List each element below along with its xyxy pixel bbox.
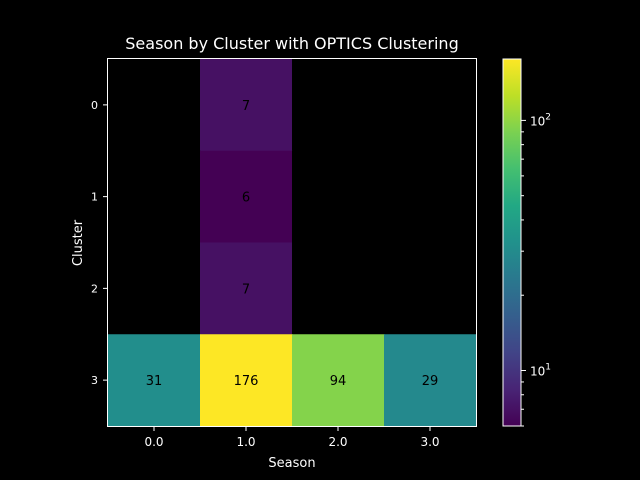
plot-frame <box>107 58 477 427</box>
x-tick-label: 3.0 <box>420 435 439 449</box>
cell-value-label: 6 <box>242 191 250 206</box>
cell-value-label: 29 <box>422 374 439 389</box>
cell-value-label: 7 <box>242 99 250 114</box>
heatmap-cell <box>108 150 201 244</box>
heatmap-cell <box>384 150 477 244</box>
heatmap-cell <box>384 334 477 427</box>
colorbar-ticks: 101 102 <box>521 112 551 427</box>
x-tick-label: 0.0 <box>144 435 163 449</box>
heatmap-cell-labels: 7 6 7 31 176 94 29 <box>146 99 439 389</box>
heatmap-cell <box>384 242 477 335</box>
colorbar-tick-label: 101 <box>530 363 551 379</box>
y-tick-label: 1 <box>91 191 98 204</box>
heatmap-cell <box>292 334 385 427</box>
heatmap-cell <box>108 59 201 152</box>
heatmap-cell <box>384 59 477 152</box>
heatmap-cell <box>200 59 293 152</box>
y-axis-ticks: 0 1 2 3 <box>91 99 108 387</box>
colorbar-tick-label: 102 <box>530 112 551 128</box>
chart-title: Season by Cluster with OPTICS Clustering <box>125 34 458 53</box>
heatmap-cell <box>108 334 201 427</box>
heatmap-cell <box>108 242 201 335</box>
x-axis-ticks: 0.0 1.0 2.0 3.0 <box>144 426 440 449</box>
heatmap-cells <box>108 59 477 427</box>
cell-value-label: 31 <box>146 374 163 389</box>
x-tick-label: 1.0 <box>236 435 255 449</box>
colorbar-gradient <box>503 59 521 426</box>
heatmap-cell <box>292 150 385 244</box>
heatmap-cell <box>200 242 293 335</box>
y-tick-label: 0 <box>91 99 98 112</box>
cell-value-label: 94 <box>330 374 347 389</box>
cell-value-label: 176 <box>234 374 259 389</box>
heatmap-cell <box>292 59 385 152</box>
colorbar-frame <box>502 58 522 427</box>
heatmap-cell <box>200 150 293 244</box>
y-tick-label: 2 <box>91 282 98 295</box>
heatmap-cell <box>292 242 385 335</box>
x-axis-label: Season <box>268 456 315 471</box>
y-axis-label: Cluster <box>71 219 86 266</box>
heatmap-cell <box>200 334 293 427</box>
cell-value-label: 7 <box>242 282 250 297</box>
x-tick-label: 2.0 <box>328 435 347 449</box>
y-tick-label: 3 <box>91 374 98 387</box>
